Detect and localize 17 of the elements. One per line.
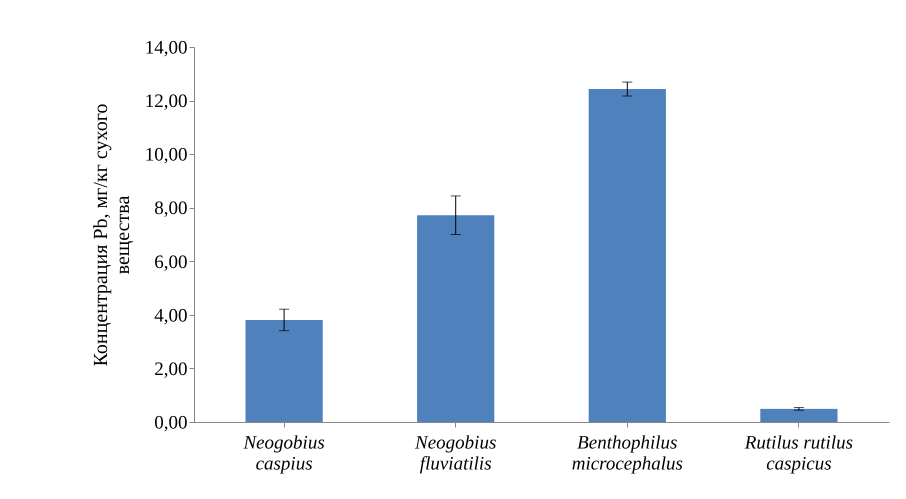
bar [588,89,666,422]
x-tick-label: Rutilus rutilus caspicus [744,432,854,474]
bar [417,215,494,422]
y-axis-title: Концентрация Pb, мг/кг сухого вещества [90,104,134,366]
y-tick-label: 6,00 [154,252,188,273]
y-tick-label: 14,00 [144,38,188,58]
bar [760,408,838,422]
x-tick-label: Neogobius caspius [242,432,325,474]
y-tick-label: 10,00 [144,144,188,166]
y-tick-label: 8,00 [154,198,188,220]
y-tick-label: 2,00 [154,358,188,380]
bar [245,320,323,422]
y-tick-label: 12,00 [144,91,188,112]
y-tick-label: 0,00 [154,412,188,434]
x-tick-label: Benthophilus microcephalus [572,432,683,474]
x-tick-label: Neogobius fluviatilis [414,432,496,474]
y-tick-label: 4,00 [154,305,188,326]
